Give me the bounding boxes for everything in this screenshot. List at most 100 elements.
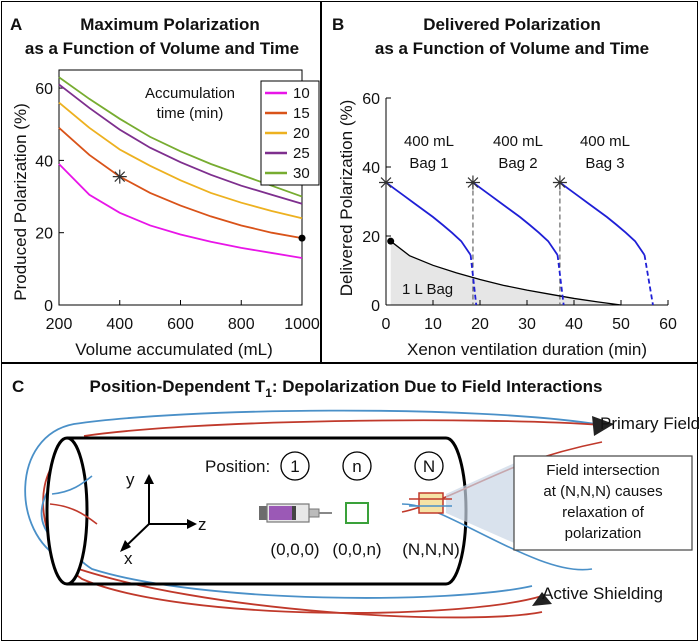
bag1-label-line2: Bag 1 [409, 155, 448, 172]
cylinder-front-ring [45, 436, 89, 586]
chart-b-series-0 [390, 240, 622, 306]
shield-loop-top [83, 419, 603, 437]
x-axis-label: x [124, 549, 133, 568]
chart-a-xtick-label-0: 200 [46, 316, 73, 333]
position-N-circle [414, 451, 444, 481]
bore-cylinder [45, 436, 468, 586]
chart-b-xtick-label-3: 30 [518, 316, 536, 333]
legend-title-line2: time (min) [157, 105, 224, 122]
syringe-xenon [269, 506, 292, 520]
x-arrowhead [120, 540, 131, 552]
chart-b-xlabel: Xenon ventilation duration (min) [407, 340, 647, 359]
position-n-circle [342, 451, 372, 481]
chart-a-xtick-label-1: 400 [106, 316, 133, 333]
position-1-circle [280, 451, 310, 481]
position-n-marker [345, 502, 369, 524]
bore-red-left [49, 503, 98, 525]
panel-b: B Delivered Polarization as a Function o… [321, 1, 698, 363]
callout-box [513, 455, 693, 551]
chart-a-xtick-label-3: 800 [228, 316, 255, 333]
panel-b-letter: B [332, 15, 344, 34]
diagram-c-title: Position-Dependent T1: Depolarization Du… [90, 377, 603, 400]
chart-a-xtick-label-4: 1000 [284, 316, 320, 333]
chart-a-title-line1: Maximum Polarization [80, 15, 259, 34]
y-arrowhead [144, 474, 154, 484]
chart-b-ytick-label-3: 60 [362, 91, 380, 108]
position-N-marker [418, 492, 444, 514]
y-axis-label: y [126, 470, 135, 489]
diagram-c-svg: C Position-Dependent T1: Depolarization … [12, 377, 699, 619]
panel-a: A Maximum Polarization as a Function of … [1, 1, 321, 363]
chart-b-star-marker-2 [552, 175, 567, 190]
big-bag-label: 1 L Bag [402, 281, 453, 298]
chart-a-ytick-label-1: 20 [35, 226, 53, 243]
chart-a-star-marker [112, 169, 127, 184]
axes-triad [124, 481, 190, 548]
bore-blue-left [51, 475, 93, 495]
active-shielding-label: Active Shielding [542, 584, 663, 603]
bag2-label-line1: 400 mL [493, 133, 543, 150]
chart-b-ytick-label-1: 20 [362, 229, 380, 246]
chart-b-xtick-label-2: 20 [471, 316, 489, 333]
bag3-label-line1: 400 mL [580, 133, 630, 150]
chart-b-star-marker-0 [379, 175, 393, 190]
chart-a-legend-label-10: 10 [293, 85, 310, 102]
syringe-plunger-end [259, 506, 267, 520]
primary-field-loop-top [24, 409, 603, 560]
chart-b-series-3 [559, 181, 646, 256]
chart-a-dot-marker [298, 234, 306, 242]
position-1-id: 1 [290, 457, 299, 476]
chart-b-dot-marker [387, 237, 395, 245]
primary-field-arrow [592, 416, 614, 436]
chart-a-ytick-label-3: 60 [35, 81, 53, 98]
z-arrowhead [187, 519, 197, 529]
chart-a-legend-label-20: 20 [293, 125, 310, 142]
panel-a-letter: A [10, 15, 22, 34]
chart-b-xtick-label-0: 0 [382, 316, 391, 333]
shield-loop-bottom [42, 448, 543, 614]
panel-c-letter: C [12, 377, 24, 396]
primary-field-label: Primary Field [600, 414, 699, 433]
z-axis-label: z [198, 515, 207, 534]
chart-a-title-line2: as a Function of Volume and Time [25, 39, 299, 58]
shield-loop-bottom-outer [63, 563, 543, 619]
chart-a-ytick-label-2: 40 [35, 153, 53, 170]
callout-line-2: at (N,N,N) causes [543, 483, 662, 500]
panel-c: C Position-Dependent T1: Depolarization … [1, 363, 699, 641]
syringe-tip [308, 508, 320, 518]
chart-b-xtick-label-1: 10 [424, 316, 442, 333]
chart-b-dashed-tail-1 [556, 254, 565, 306]
chart-b-title-line2: as a Function of Volume and Time [375, 39, 649, 58]
chart-a-legend-label-25: 25 [293, 145, 310, 162]
x-axis-arrow [124, 523, 150, 548]
chart-b-ytick-label-2: 40 [362, 160, 380, 177]
chart-a-xlabel: Volume accumulated (mL) [75, 340, 272, 359]
chart-a-ylabel: Produced Polarization (%) [11, 103, 30, 300]
callout-line-1: Field intersection [546, 462, 659, 479]
chart-b-xtick-label-6: 60 [659, 316, 677, 333]
chart-b-ylabel: Delivered Polarization (%) [337, 100, 356, 297]
chart-b-xtick-label-5: 50 [612, 316, 630, 333]
chart-b-star-marker-1 [465, 175, 480, 190]
chart-a-series-10 [58, 163, 303, 259]
position-label: Position: [205, 457, 270, 476]
legend-title-line1: Accumulation [145, 85, 235, 102]
chart-b-svg: B Delivered Polarization as a Function o… [332, 15, 677, 359]
callout-line-4: polarization [565, 525, 642, 542]
chart-a-series-20 [58, 101, 303, 220]
chart-a-legend-label-30: 30 [293, 165, 310, 182]
chart-b-dashed-tail-2 [643, 254, 654, 306]
chart-b-dashed-tail-0 [469, 254, 478, 306]
chart-b-ytick-label-0: 0 [371, 298, 380, 315]
chart-a-series-25 [58, 83, 303, 205]
chart-b-title-line1: Delivered Polarization [423, 15, 601, 34]
callout-line-3: relaxation of [562, 504, 645, 521]
position-N-id: N [423, 457, 435, 476]
syringe-icon [259, 503, 332, 523]
bag1-label-line1: 400 mL [404, 133, 454, 150]
position-1-coord: (0,0,0) [270, 540, 319, 559]
chart-b-big-bag-area [390, 241, 621, 305]
active-shielding-arrow [532, 592, 552, 606]
chart-a-xtick-label-2: 600 [167, 316, 194, 333]
chart-b-xtick-label-4: 40 [565, 316, 583, 333]
